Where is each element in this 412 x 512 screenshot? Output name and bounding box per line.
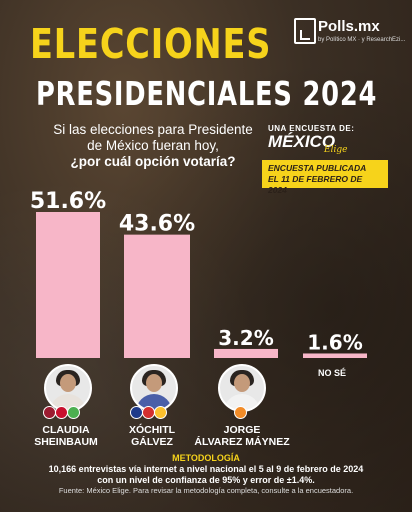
avatar-maynez	[218, 364, 266, 412]
candidate-first-name: XÓCHITL	[128, 424, 176, 436]
methodology-text: 10,166 entrevistas vía internet a nivel …	[0, 464, 412, 485]
candidate-name-galvez: XÓCHITL GÁLVEZ	[92, 424, 212, 448]
published-badge: ENCUESTA PUBLICADA EL 11 DE FEBRERO DE 2…	[262, 160, 388, 195]
brand-logo: Polls.mx by Político MX · y ResearchEzi.…	[294, 16, 406, 46]
survey-question: Si las elecciones para Presidente de Méx…	[48, 122, 258, 170]
question-line-3: ¿por cuál opción votaría?	[70, 154, 236, 169]
candidate-name-maynez: JORGE ÁLVAREZ MÁYNEZ	[182, 424, 302, 448]
published-line-1: ENCUESTA PUBLICADA	[268, 163, 367, 173]
avatar-galvez	[130, 364, 178, 412]
candidate-first-name: CLAUDIA	[42, 424, 90, 436]
candidate-name-sheinbaum: CLAUDIA SHEINBAUM	[6, 424, 126, 448]
avatar-face	[60, 374, 76, 392]
question-line-2: de México fueran hoy,	[87, 138, 219, 153]
avatar-sheinbaum	[44, 364, 92, 412]
party-pvem-icon	[67, 406, 80, 419]
survey-name: MÉXICO	[268, 132, 336, 151]
no-se-label: NO SÉ	[318, 368, 347, 378]
candidate-last-name: GÁLVEZ	[131, 436, 173, 448]
party-prd-icon	[154, 406, 167, 419]
bar-2	[124, 234, 190, 358]
question-line-1: Si las elecciones para Presidente	[53, 122, 253, 137]
methodology-title: METODOLOGÍA	[172, 453, 240, 463]
brand-name: Polls.mx	[318, 18, 380, 35]
bar-value-label-4: 1.6%	[307, 330, 362, 354]
brand-tagline: by Político MX · y ResearchEzi...	[318, 37, 406, 43]
candidate-last-name: SHEINBAUM	[34, 436, 98, 448]
title-line-2: PRESIDENCIALES 2024	[36, 74, 378, 113]
avatar-face	[234, 374, 250, 392]
published-line-2: EL 11 DE FEBRERO DE 2024	[268, 174, 363, 195]
methodology-line-1: 10,166 entrevistas vía internet a nivel …	[48, 464, 364, 474]
methodology-line-2: con un nivel de confianza de 95% y error…	[97, 474, 315, 485]
avatar-body	[224, 394, 260, 410]
bar-4	[303, 353, 367, 358]
bar-value-label-1: 51.6%	[30, 189, 106, 214]
bar-value-label-2: 43.6%	[119, 212, 195, 237]
survey-label: UNA ENCUESTA DE:	[268, 124, 355, 133]
survey-source: UNA ENCUESTA DE: MÉXICO Elige	[268, 124, 388, 155]
avatar-face	[146, 374, 162, 392]
party-mc-icon	[234, 406, 247, 419]
survey-name-2: Elige	[324, 145, 348, 155]
bar-3	[214, 348, 278, 358]
title-line-1: ELECCIONES	[30, 20, 272, 68]
brand-chart-icon	[294, 18, 316, 44]
candidate-first-name: JORGE	[223, 424, 261, 436]
bar-1	[36, 212, 100, 358]
methodology-source: Fuente: México Elige. Para revisar la me…	[58, 486, 354, 495]
candidate-last-name: ÁLVAREZ MÁYNEZ	[194, 436, 290, 448]
bar-value-label-3: 3.2%	[218, 326, 273, 350]
